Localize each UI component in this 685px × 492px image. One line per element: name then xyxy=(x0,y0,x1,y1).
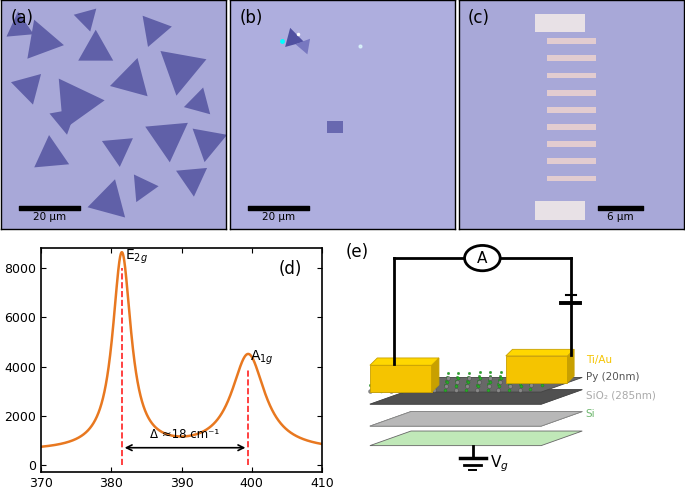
Text: 20 μm: 20 μm xyxy=(33,213,66,222)
Text: (e): (e) xyxy=(346,244,369,261)
Circle shape xyxy=(464,246,500,271)
Bar xyxy=(327,121,342,133)
Text: V$_g$: V$_g$ xyxy=(490,454,509,474)
Polygon shape xyxy=(370,377,582,392)
Polygon shape xyxy=(192,128,227,162)
Polygon shape xyxy=(134,175,159,202)
Polygon shape xyxy=(370,431,582,446)
Polygon shape xyxy=(506,349,574,356)
Text: A: A xyxy=(477,250,488,266)
Bar xyxy=(536,14,585,32)
Text: (b): (b) xyxy=(239,9,262,27)
Polygon shape xyxy=(506,356,567,383)
Polygon shape xyxy=(370,365,432,392)
Polygon shape xyxy=(370,390,582,404)
Text: Si: Si xyxy=(586,409,595,419)
Polygon shape xyxy=(285,28,304,47)
Polygon shape xyxy=(34,135,69,167)
Text: Ti/Au: Ti/Au xyxy=(586,355,612,366)
Text: (a): (a) xyxy=(10,9,34,27)
Bar xyxy=(547,124,596,130)
Text: SiO₂ (285nm): SiO₂ (285nm) xyxy=(586,391,656,400)
Bar xyxy=(547,141,596,147)
Text: 20 μm: 20 μm xyxy=(262,213,295,222)
Polygon shape xyxy=(102,138,133,167)
Polygon shape xyxy=(110,58,147,96)
Polygon shape xyxy=(184,88,210,114)
Polygon shape xyxy=(432,358,439,392)
Polygon shape xyxy=(370,411,582,426)
Text: Δ ≈18 cm⁻¹: Δ ≈18 cm⁻¹ xyxy=(151,428,220,441)
Polygon shape xyxy=(145,123,188,162)
Bar xyxy=(536,201,585,219)
Bar xyxy=(547,38,596,44)
Polygon shape xyxy=(11,74,41,105)
Bar xyxy=(547,73,596,78)
Polygon shape xyxy=(142,16,172,47)
Polygon shape xyxy=(49,109,76,135)
Bar xyxy=(547,56,596,61)
Bar xyxy=(547,107,596,113)
Bar xyxy=(547,90,596,95)
Polygon shape xyxy=(160,51,206,95)
Bar xyxy=(547,158,596,164)
Polygon shape xyxy=(74,8,97,31)
Text: (d): (d) xyxy=(279,260,302,277)
Polygon shape xyxy=(370,390,582,404)
Bar xyxy=(547,176,596,182)
Text: 6 μm: 6 μm xyxy=(608,213,634,222)
Polygon shape xyxy=(78,30,113,61)
Polygon shape xyxy=(295,39,310,54)
Text: E$_{2g}$: E$_{2g}$ xyxy=(125,248,147,266)
Polygon shape xyxy=(27,20,64,59)
Polygon shape xyxy=(6,11,34,36)
Text: Py (20nm): Py (20nm) xyxy=(586,372,639,382)
Text: A$_{1g}$: A$_{1g}$ xyxy=(250,349,274,367)
Text: (c): (c) xyxy=(468,9,490,27)
Polygon shape xyxy=(567,349,574,383)
Polygon shape xyxy=(370,358,439,365)
Polygon shape xyxy=(370,411,582,426)
Polygon shape xyxy=(59,79,105,130)
Polygon shape xyxy=(176,168,207,197)
Polygon shape xyxy=(88,179,125,217)
